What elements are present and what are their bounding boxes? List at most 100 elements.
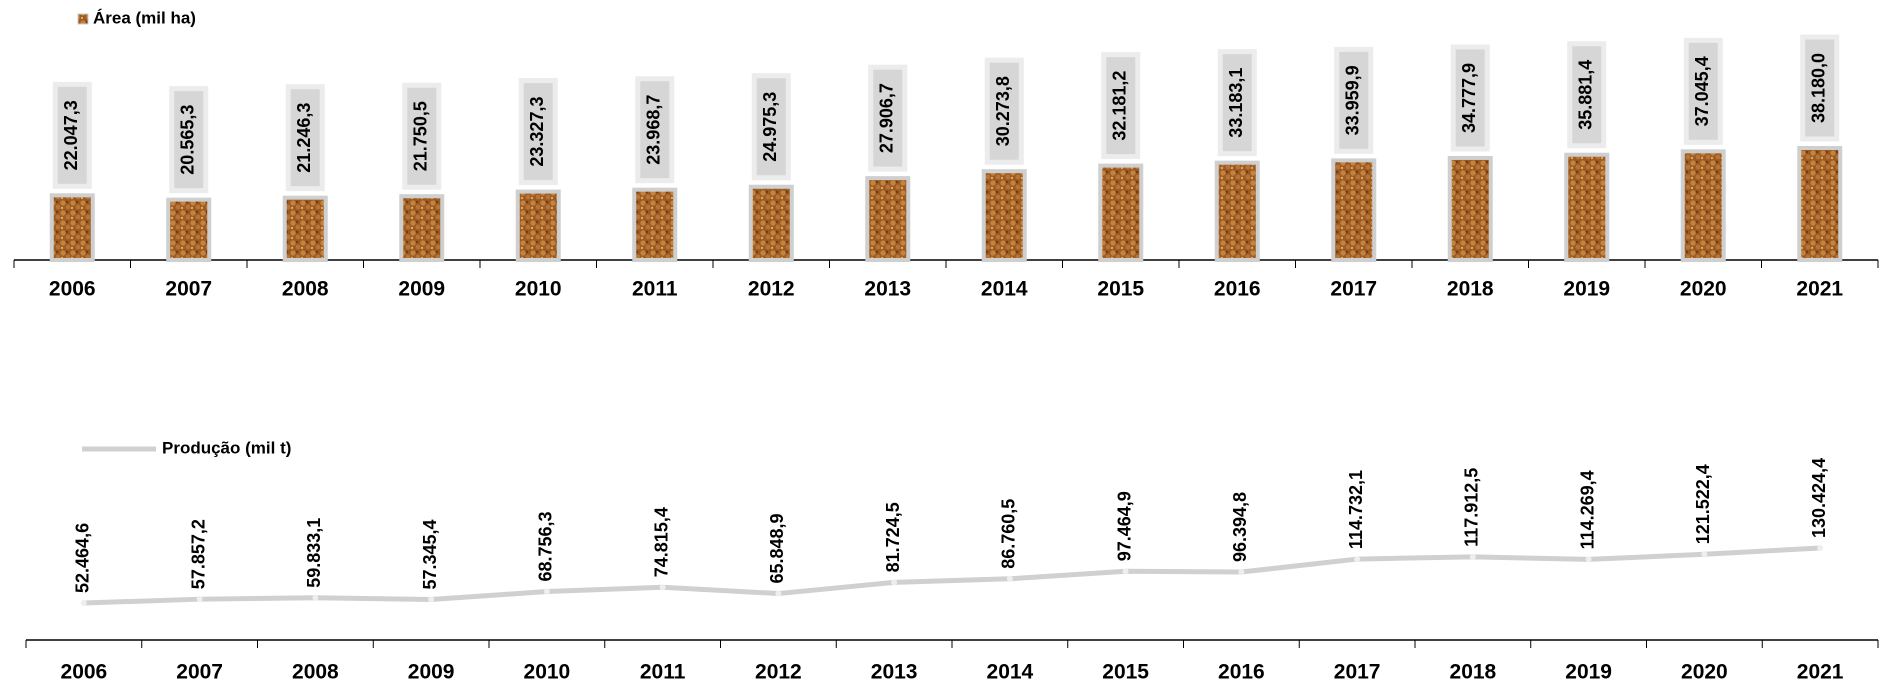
value-label: 21.750,5 <box>411 101 431 171</box>
x-tick-label: 2014 <box>987 661 1034 684</box>
label-box <box>169 86 209 194</box>
x-tick-label: 2010 <box>524 661 571 684</box>
point <box>428 596 435 603</box>
point <box>1122 568 1129 575</box>
x-tick-label: 2007 <box>176 661 223 684</box>
x-tick-label: 2021 <box>1797 661 1844 684</box>
bar <box>865 176 911 262</box>
x-tick-label: 2017 <box>1334 661 1381 684</box>
bar <box>399 194 445 262</box>
bar <box>166 197 212 262</box>
point <box>80 599 87 606</box>
value-label: 97.464,9 <box>1114 491 1134 561</box>
label-box <box>1334 46 1374 154</box>
point <box>1006 575 1013 582</box>
value-label: 130.424,4 <box>1809 458 1829 538</box>
x-tick-label: 2013 <box>871 661 918 684</box>
bar <box>49 193 95 263</box>
label-box <box>1800 34 1840 142</box>
label-box <box>1567 41 1607 149</box>
bar <box>1564 152 1610 262</box>
value-label: 34.777,9 <box>1459 63 1479 133</box>
x-tick-label: 2009 <box>408 661 455 684</box>
bar <box>632 187 678 262</box>
value-label: 117.912,5 <box>1462 468 1482 547</box>
x-tick-label: 2012 <box>748 278 795 301</box>
legend-swatch <box>77 13 89 25</box>
point <box>775 590 782 597</box>
value-label: 33.959,9 <box>1343 65 1363 135</box>
x-tick-label: 2008 <box>292 661 339 684</box>
value-label: 38.180,0 <box>1809 53 1829 123</box>
point <box>1354 556 1361 563</box>
x-tick-label: 2018 <box>1447 278 1494 301</box>
x-tick-label: 2011 <box>640 661 686 684</box>
label-box <box>285 84 325 192</box>
bar <box>282 195 328 262</box>
value-label: 52.464,6 <box>73 523 93 593</box>
x-tick-label: 2013 <box>864 278 911 301</box>
value-label: 96.394,8 <box>1230 492 1250 562</box>
label-box <box>984 57 1024 165</box>
x-tick-label: 2011 <box>632 278 678 301</box>
x-tick-label: 2020 <box>1680 278 1727 301</box>
x-tick-label: 2010 <box>515 278 562 301</box>
value-label: 81.724,5 <box>883 502 903 572</box>
bar <box>1214 160 1260 262</box>
value-label: 30.273,8 <box>993 76 1013 146</box>
x-tick-label: 2009 <box>398 278 445 301</box>
value-label: 74.815,4 <box>651 507 671 577</box>
x-tick-label: 2016 <box>1218 661 1265 684</box>
label-box <box>402 82 442 190</box>
line <box>83 545 1821 606</box>
x-tick-label: 2017 <box>1330 278 1377 301</box>
point <box>1585 556 1592 563</box>
x-tick-label: 2014 <box>981 278 1028 301</box>
point <box>196 596 203 603</box>
value-label: 65.848,9 <box>767 513 787 583</box>
legend-label: Área (mil ha) <box>93 8 196 27</box>
label-box <box>1450 44 1490 152</box>
value-label: 24.975,3 <box>760 92 780 162</box>
bar <box>1098 163 1144 262</box>
label-box <box>635 76 675 184</box>
x-tick-label: 2008 <box>282 278 329 301</box>
value-label: 86.760,5 <box>999 499 1019 569</box>
label-box <box>1683 37 1723 145</box>
value-label: 23.968,7 <box>644 95 664 165</box>
point <box>312 594 319 601</box>
label-box <box>52 81 92 189</box>
point <box>1817 545 1824 551</box>
value-label: 35.881,4 <box>1576 60 1596 130</box>
label-box <box>518 78 558 186</box>
bar <box>1331 158 1377 262</box>
x-tick-label: 2019 <box>1563 278 1610 301</box>
value-label: 37.045,4 <box>1692 56 1712 126</box>
x-tick-label: 2015 <box>1102 661 1149 684</box>
label-box <box>1101 52 1141 160</box>
x-tick-label: 2006 <box>61 661 108 684</box>
x-tick-label: 2016 <box>1214 278 1261 301</box>
value-label: 57.857,2 <box>188 519 208 589</box>
value-label: 121.522,4 <box>1693 464 1713 544</box>
value-label: 68.756,3 <box>536 511 556 581</box>
value-label: 114.732,1 <box>1346 470 1366 549</box>
value-label: 57.345,4 <box>420 519 440 589</box>
label-box <box>868 64 908 172</box>
x-tick-label: 2006 <box>49 278 96 301</box>
x-tick-label: 2018 <box>1450 661 1497 684</box>
value-label: 114.269,4 <box>1577 470 1597 549</box>
value-label: 21.246,3 <box>294 103 314 173</box>
label-box <box>1217 49 1257 157</box>
value-label: 27.906,7 <box>877 83 897 153</box>
x-tick-label: 2019 <box>1565 661 1612 684</box>
value-label: 22.047,3 <box>61 100 81 170</box>
point <box>891 579 898 586</box>
value-label: 23.327,3 <box>527 97 547 167</box>
point <box>1238 569 1245 576</box>
point <box>659 584 666 591</box>
value-label: 59.833,1 <box>304 518 324 588</box>
label-box <box>751 73 791 181</box>
point <box>1469 553 1476 560</box>
